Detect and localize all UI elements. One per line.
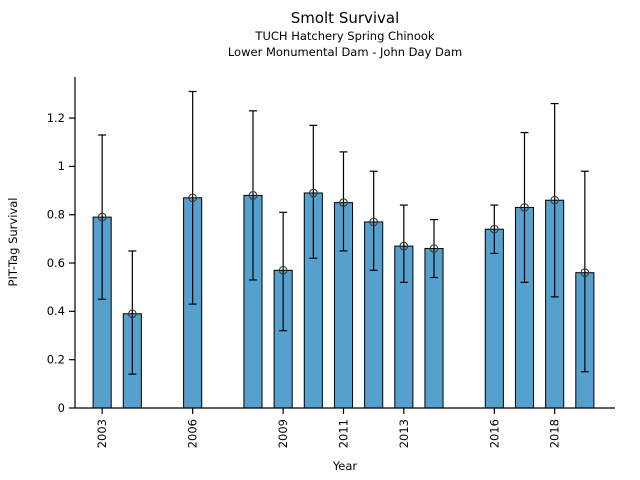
x-tick-label: 2018: [548, 419, 562, 448]
data-point-marker: [248, 191, 258, 200]
data-point-marker: [339, 198, 348, 207]
data-point-marker: [580, 268, 590, 278]
data-point-marker: [278, 265, 288, 275]
y-tick-label: 0: [58, 401, 65, 415]
y-tick-label: 0.4: [47, 304, 65, 318]
y-axis-label: PIT-Tag Survival: [6, 197, 20, 287]
data-point-marker: [97, 212, 107, 222]
data-point-marker: [489, 224, 499, 234]
chart-title: Smolt Survival: [290, 9, 400, 27]
data-point-marker: [308, 188, 318, 198]
chart-subtitle-reach: Lower Monumental Dam - John Day Dam: [227, 45, 463, 59]
chart-subtitle-stock: TUCH Hatchery Spring Chinook: [255, 29, 435, 43]
x-tick-label: 2016: [487, 419, 501, 448]
y-tick-label: 0.2: [47, 352, 65, 366]
y-tick-label: 0.8: [47, 208, 65, 222]
x-tick-label: 2006: [186, 419, 200, 448]
x-tick-label: 2011: [336, 419, 350, 448]
bar: [484, 228, 504, 409]
x-tick-label: 2009: [276, 419, 290, 448]
data-point-marker: [550, 195, 560, 205]
data-point-marker: [188, 193, 198, 203]
y-tick-label: 0.6: [47, 256, 65, 270]
y-tick-label: 1.2: [47, 111, 65, 125]
x-tick-label: 2013: [397, 419, 411, 448]
data-point-marker: [369, 217, 379, 227]
data-point-marker: [520, 203, 529, 212]
y-tick-label: 1: [58, 159, 65, 173]
data-point-marker: [429, 244, 439, 253]
x-axis-label: Year: [332, 459, 358, 473]
data-point-marker: [127, 309, 137, 319]
x-tick-label: 2003: [95, 419, 109, 448]
data-point-marker: [399, 241, 409, 251]
